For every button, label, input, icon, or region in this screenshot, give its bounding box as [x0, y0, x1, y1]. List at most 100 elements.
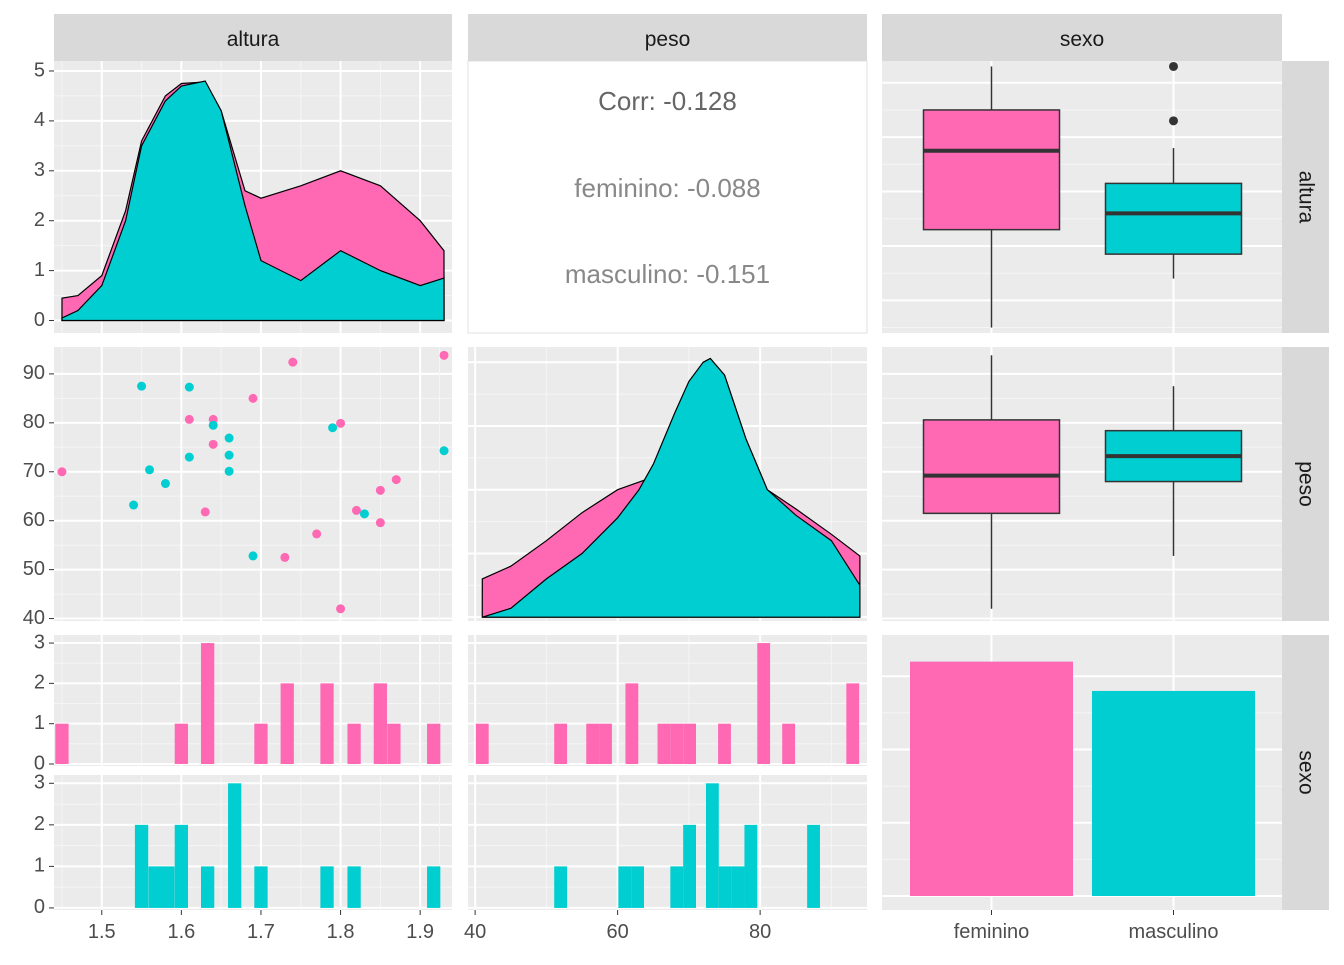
x-axis-altura-label-2: 1.7: [247, 921, 275, 943]
strip-right-label-sexo: sexo: [1294, 750, 1317, 794]
hist-peso-feminino-bar-0: [475, 723, 489, 764]
scatter-point-feminino-11: [351, 505, 361, 515]
scatter-point-masculino-6: [208, 420, 218, 430]
hist-peso-feminino-bar-8: [718, 723, 731, 764]
hist-peso-masculino-bar-3: [670, 866, 684, 908]
hist-peso-feminino-bar-6: [670, 723, 684, 764]
correlation-feminino: feminino: -0.088: [574, 173, 760, 203]
scatter-point-masculino-2: [160, 479, 170, 489]
y-axis-scatter-label-1: 50: [23, 558, 45, 580]
hist-altura-masculino-bar-4: [200, 866, 215, 908]
scatter-point-feminino-3: [208, 439, 218, 449]
density-peso-masculino-area: [481, 357, 861, 618]
strip-top-sexo: [882, 14, 1282, 61]
x-axis-sexo-label-0: feminino: [954, 921, 1030, 943]
boxplot-altura-masculino-box: [1104, 182, 1243, 255]
hist-altura-masculino-bar-7: [320, 866, 334, 908]
bar-sexo-feminino: [910, 661, 1073, 896]
scatter-point-feminino-1: [184, 414, 194, 424]
y-axis-scatter-label-4: 80: [23, 411, 45, 433]
correlation-overall: Corr: -0.128: [598, 86, 737, 116]
strip-top-label-peso: peso: [645, 28, 691, 51]
hist-altura-feminino-bar-5: [320, 683, 334, 764]
correlation-masculino: masculino: -0.151: [565, 259, 770, 289]
scatter-point-feminino-9: [336, 418, 346, 428]
scatter-point-masculino-5: [184, 452, 194, 462]
y-axis-density-label-2: 2: [34, 209, 45, 231]
hist-altura-masculino-bar-0: [134, 824, 149, 908]
y-axis-count-bottom-label-3: 3: [34, 772, 45, 794]
scatter-point-masculino-1: [145, 465, 155, 475]
hist-altura-feminino-bar-3: [254, 723, 268, 764]
hist-peso-feminino-bar-4: [625, 683, 639, 764]
y-axis-count-bottom-label-1: 1: [34, 855, 45, 877]
boxplot-altura-masculino-outlier-1: [1169, 61, 1178, 71]
scatter-point-feminino-0: [57, 467, 67, 477]
y-axis-scatter-label-3: 70: [23, 460, 45, 482]
hist-peso-masculino-bar-2: [631, 866, 644, 908]
hist-altura-masculino-bar-1: [148, 866, 162, 908]
scatter-point-feminino-15: [439, 350, 449, 360]
y-axis-density-label-4: 4: [34, 109, 45, 131]
hist-peso-feminino-bar-2: [586, 723, 600, 764]
scatter-point-feminino-7: [280, 552, 290, 562]
boxplot-peso-feminino-box: [922, 419, 1061, 515]
scatter-point-masculino-10: [248, 551, 258, 561]
y-axis-count-bottom-label-2: 2: [34, 813, 45, 835]
hist-altura-masculino-bar-3: [174, 824, 189, 908]
hist-peso-feminino-bar-10: [782, 723, 796, 764]
y-axis-scatter-label-0: 40: [23, 607, 45, 629]
hist-peso-masculino-bar-8: [744, 824, 758, 908]
scatter-point-masculino-13: [439, 446, 449, 456]
scatter-point-masculino-9: [224, 466, 234, 476]
strip-top-peso: [468, 14, 867, 61]
hist-altura-feminino-bar-0: [55, 723, 69, 764]
y-axis-count-top-label-3: 3: [34, 631, 45, 653]
scatter-point-feminino-12: [375, 485, 385, 495]
panel-hist-altura-masculino: [54, 775, 452, 910]
scatter-point-feminino-13: [375, 518, 385, 528]
y-axis-scatter-label-2: 60: [23, 509, 45, 531]
strip-right-sexo: [1282, 635, 1329, 910]
x-axis-altura-label-3: 1.8: [327, 921, 355, 943]
y-axis-density-label-0: 0: [34, 309, 45, 331]
y-axis-scatter-label-5: 90: [23, 362, 45, 384]
hist-peso-feminino-bar-5: [657, 723, 671, 764]
strip-right-altura: [1282, 61, 1329, 333]
hist-peso-masculino-bar-1: [618, 866, 632, 908]
y-axis-count-top-label-2: 2: [34, 672, 45, 694]
x-axis-altura-label-1: 1.6: [167, 921, 195, 943]
hist-peso-feminino-bar-3: [599, 723, 612, 764]
hist-altura-masculino-bar-5: [228, 783, 242, 908]
scatter-point-masculino-3: [129, 500, 139, 510]
hist-altura-masculino-bar-8: [347, 866, 361, 908]
boxplot-altura-masculino-outlier-0: [1169, 116, 1178, 126]
scatter-point-feminino-8: [312, 529, 322, 539]
y-axis-count-top-label-1: 1: [34, 712, 45, 734]
hist-altura-feminino-bar-9: [427, 723, 441, 764]
hist-altura-masculino-bar-2: [161, 866, 175, 908]
strip-top-label-sexo: sexo: [1060, 28, 1104, 51]
scatter-point-feminino-14: [391, 475, 401, 485]
hist-peso-feminino-bar-11: [846, 683, 860, 764]
scatter-point-masculino-4: [184, 382, 194, 392]
hist-altura-feminino-bar-7: [373, 683, 388, 764]
strip-right-label-altura: altura: [1294, 171, 1317, 224]
x-axis-altura-label-0: 1.5: [88, 921, 116, 943]
hist-peso-masculino-bar-4: [683, 824, 696, 908]
hist-altura-feminino-bar-8: [387, 723, 401, 764]
scatter-point-masculino-0: [137, 381, 147, 391]
scatter-point-masculino-7: [224, 433, 234, 443]
hist-peso-masculino-bar-0: [554, 866, 568, 908]
scatter-point-feminino-5: [248, 393, 258, 403]
strip-top-label-altura: altura: [227, 28, 280, 51]
y-axis-density-label-3: 3: [34, 159, 45, 181]
scatter-point-feminino-4: [200, 507, 210, 517]
hist-peso-masculino-bar-9: [807, 824, 820, 908]
x-axis-sexo-label-1: masculino: [1128, 921, 1218, 943]
x-axis-peso-label-1: 60: [607, 921, 629, 943]
y-axis-count-bottom-label-0: 0: [34, 896, 45, 918]
boxplot-altura-feminino-box: [922, 109, 1061, 231]
scatter-point-masculino-8: [224, 450, 234, 460]
